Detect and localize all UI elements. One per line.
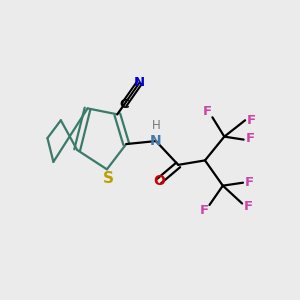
Text: F: F xyxy=(244,200,253,213)
Text: F: F xyxy=(247,114,256,127)
Text: N: N xyxy=(134,76,145,89)
Text: F: F xyxy=(200,204,209,217)
Text: O: O xyxy=(153,174,165,188)
Text: F: F xyxy=(202,106,211,118)
Text: F: F xyxy=(246,132,255,145)
Text: C: C xyxy=(119,98,129,111)
Text: F: F xyxy=(245,176,254,189)
Text: N: N xyxy=(150,134,162,148)
Text: S: S xyxy=(103,171,114,186)
Text: H: H xyxy=(152,119,161,132)
